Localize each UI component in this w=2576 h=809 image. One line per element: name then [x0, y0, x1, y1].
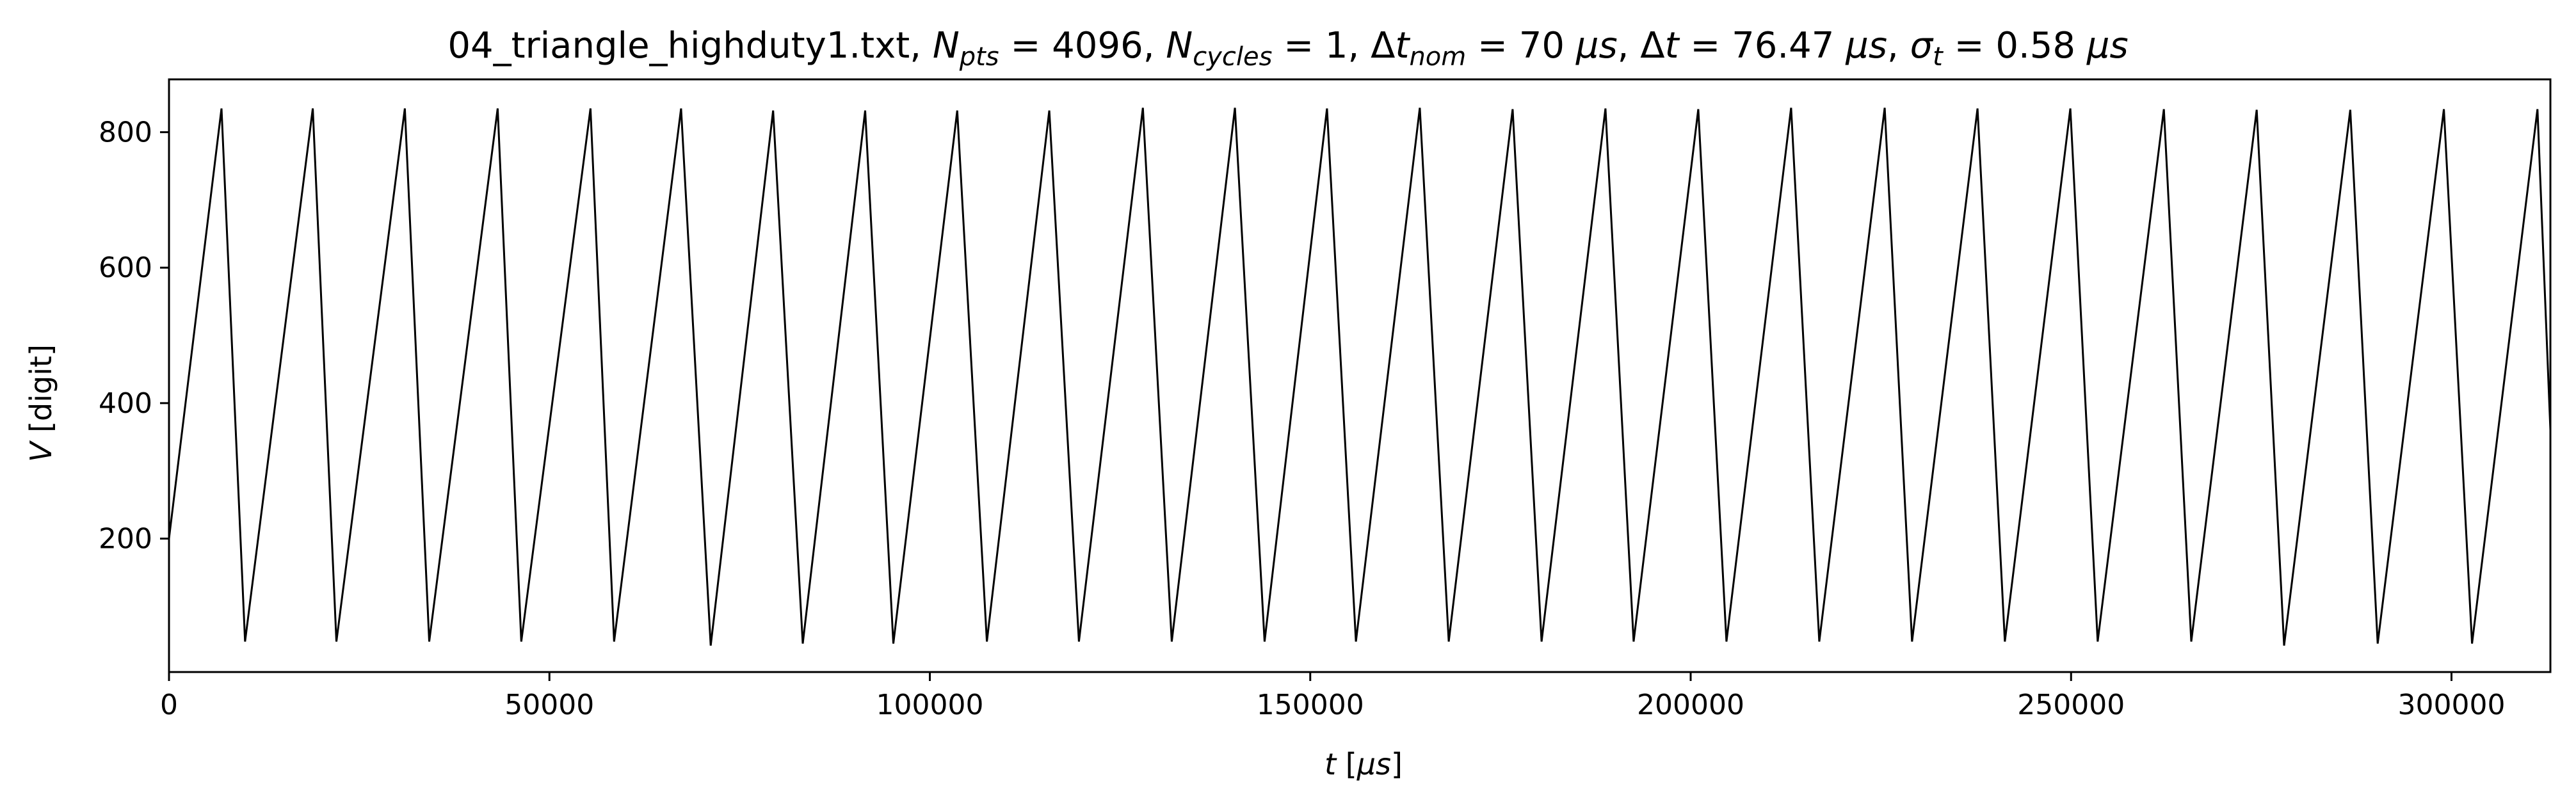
y-tick-label: 600 [99, 252, 152, 284]
x-tick-label: 150000 [1257, 689, 1364, 721]
y-tick-label: 200 [99, 523, 152, 556]
x-tick-label: 250000 [2017, 689, 2125, 721]
x-tick-label: 100000 [876, 689, 984, 721]
y-axis: 200 400 600 800 [99, 116, 169, 556]
x-tick-label: 50000 [504, 689, 594, 721]
x-tick-label: 0 [160, 689, 178, 721]
x-axis: 0 50000 100000 150000 200000 250000 300000 [160, 672, 2505, 721]
plot-frame [168, 78, 2552, 673]
chart-title: 04_triangle_highduty1.txt, Npts = 4096, … [447, 25, 2128, 72]
x-axis-label: t [μs] [1324, 747, 1403, 781]
x-tick-label: 200000 [1637, 689, 1744, 721]
x-tick-label: 300000 [2398, 689, 2506, 721]
y-tick-label: 800 [99, 116, 152, 149]
plot-area [168, 108, 2552, 646]
y-axis-label: V [digit] [24, 344, 58, 462]
series-line-1 [168, 108, 2552, 646]
y-tick-label: 400 [99, 387, 152, 420]
